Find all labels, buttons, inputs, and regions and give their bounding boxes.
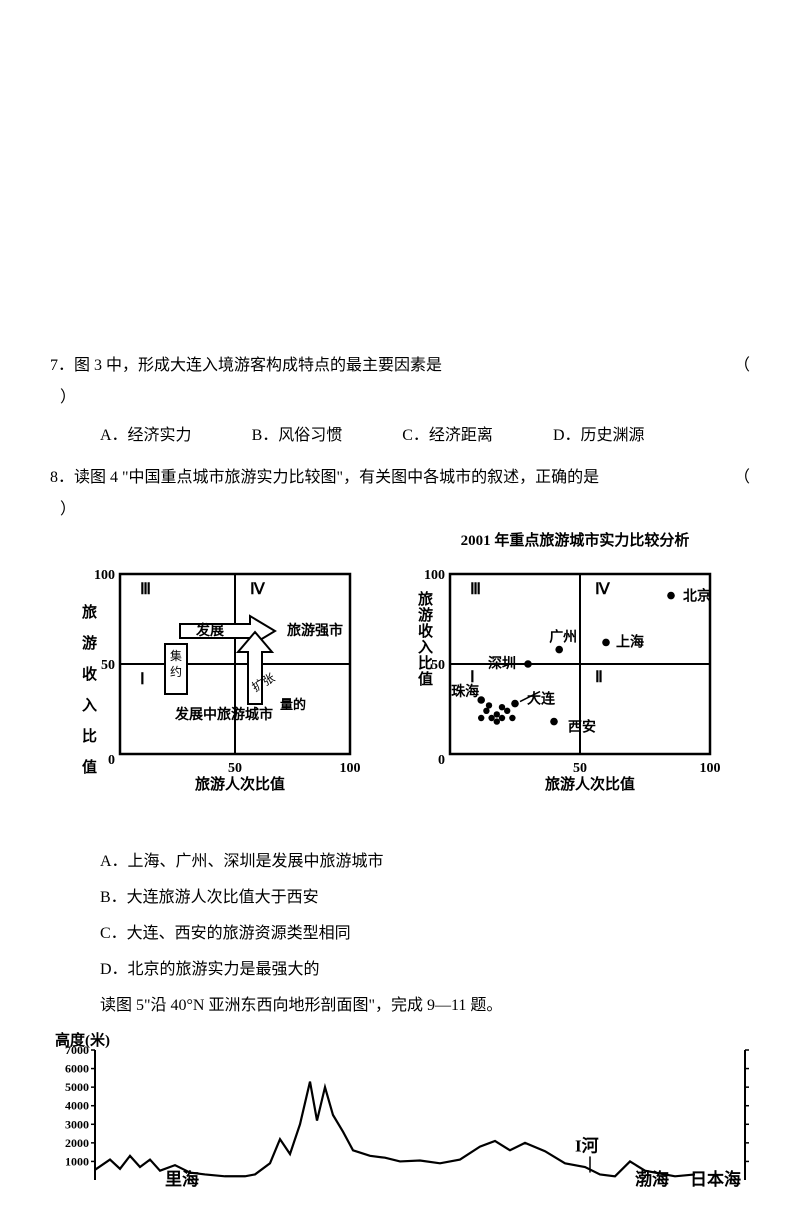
question-7: 7．图 3 中，形成大连入境游客构成特点的最主要因素是 （ ） A．经济实力 B…: [50, 350, 750, 452]
svg-text:上海: 上海: [616, 633, 644, 650]
svg-text:2000: 2000: [65, 1136, 89, 1150]
svg-text:深圳: 深圳: [488, 655, 516, 672]
q8-opt-a: A．上海、广州、深圳是发展中旅游城市: [100, 846, 750, 878]
svg-text:50: 50: [573, 761, 587, 776]
q8-text: 读图 4 "中国重点城市旅游实力比较图"，有关图中各城市的叙述，正确的是: [74, 469, 599, 486]
svg-text:集: 集: [170, 648, 182, 663]
q8-opt-d: D．北京的旅游实力是最强大的: [100, 954, 750, 986]
svg-text:100: 100: [94, 568, 115, 583]
q7-number: 7．: [50, 357, 74, 374]
svg-text:50: 50: [431, 658, 445, 673]
svg-text:100: 100: [424, 568, 445, 583]
svg-text:100: 100: [340, 761, 361, 776]
q8-opt-b: B．大连旅游人次比值大于西安: [100, 882, 750, 914]
q7-opt-d: D．历史渊源: [553, 420, 645, 452]
svg-text:Ⅲ: Ⅲ: [140, 581, 151, 598]
svg-text:渤海: 渤海: [635, 1169, 669, 1189]
svg-text:Ⅰ: Ⅰ: [140, 671, 145, 688]
q7-text: 图 3 中，形成大连入境游客构成特点的最主要因素是: [74, 357, 442, 374]
svg-text:3000: 3000: [65, 1117, 89, 1131]
svg-text:Ⅰ: Ⅰ: [470, 669, 475, 686]
charts-row: 旅游收入比值 100 50 0 50 100: [80, 564, 750, 806]
svg-text:0: 0: [108, 753, 115, 768]
svg-text:旅游人次比值: 旅游人次比值: [545, 775, 635, 793]
svg-text:5000: 5000: [65, 1080, 89, 1094]
q8-options: A．上海、广州、深圳是发展中旅游城市 B．大连旅游人次比值大于西安 C．大连、西…: [100, 846, 750, 986]
svg-text:日本海: 日本海: [690, 1169, 741, 1189]
q8-paren-open: （: [720, 462, 750, 494]
q7-paren-open: （: [720, 350, 750, 382]
svg-text:广州: 广州: [549, 629, 577, 646]
svg-text:旅游强市: 旅游强市: [287, 622, 343, 639]
svg-text:珠海: 珠海: [451, 683, 479, 700]
svg-text:量的: 量的: [280, 697, 306, 712]
q8-number: 8．: [50, 469, 74, 486]
q7-opt-c: C．经济距离: [402, 420, 493, 452]
svg-text:旅游收入比值: 旅游收入比值: [418, 590, 433, 688]
q7-options: A．经济实力 B．风俗习惯 C．经济距离 D．历史渊源: [100, 420, 750, 452]
question-8: 8．读图 4 "中国重点城市旅游实力比较图"，有关图中各城市的叙述，正确的是 （…: [50, 462, 750, 986]
svg-text:1000: 1000: [65, 1154, 89, 1168]
svg-text:发展中旅游城市: 发展中旅游城市: [174, 706, 273, 723]
svg-text:Ⅳ: Ⅳ: [250, 581, 266, 598]
left-chart: 旅游收入比值 100 50 0 50 100: [80, 564, 390, 806]
svg-text:里海: 里海: [165, 1169, 199, 1189]
svg-text:100: 100: [700, 761, 721, 776]
svg-text:0: 0: [438, 753, 445, 768]
left-ylabel: 旅游收入比值: [80, 603, 97, 774]
right-chart-svg: 旅游收入比值 100 50 0 50 100 Ⅲ Ⅳ Ⅰ Ⅱ: [410, 564, 740, 794]
q8-opt-c: C．大连、西安的旅游资源类型相同: [100, 918, 750, 950]
svg-text:西安: 西安: [568, 719, 596, 736]
svg-text:I河: I河: [575, 1136, 599, 1155]
q7-opt-b: B．风俗习惯: [252, 420, 343, 452]
svg-text:约: 约: [170, 664, 182, 679]
svg-text:4000: 4000: [65, 1099, 89, 1113]
svg-text:Ⅱ: Ⅱ: [595, 669, 603, 686]
cross-section-chart: 高度(米) 7000600050004000300020001000里海I河渤海…: [50, 1030, 750, 1207]
svg-text:Ⅳ: Ⅳ: [595, 581, 611, 598]
questions-container: 7．图 3 中，形成大连入境游客构成特点的最主要因素是 （ ） A．经济实力 B…: [50, 350, 750, 1207]
right-chart: 旅游收入比值 100 50 0 50 100 Ⅲ Ⅳ Ⅰ Ⅱ: [410, 564, 740, 806]
svg-text:Ⅲ: Ⅲ: [470, 581, 481, 598]
q7-paren-close: ）: [60, 382, 750, 414]
svg-text:50: 50: [228, 761, 242, 776]
svg-text:大连: 大连: [527, 691, 556, 708]
svg-text:50: 50: [101, 658, 115, 673]
q7-opt-a: A．经济实力: [100, 420, 192, 452]
left-chart-svg: 旅游收入比值 100 50 0 50 100: [80, 564, 390, 794]
svg-text:发展: 发展: [195, 622, 224, 639]
svg-text:北京: 北京: [683, 588, 711, 605]
svg-text:6000: 6000: [65, 1062, 89, 1076]
svg-text:7000: 7000: [65, 1043, 89, 1057]
profile-svg: 高度(米) 7000600050004000300020001000里海I河渤海…: [50, 1030, 760, 1195]
q8-paren-close: ）: [60, 494, 750, 526]
between-text: 读图 5"沿 40°N 亚洲东西向地形剖面图"，完成 9—11 题。: [100, 990, 750, 1022]
right-chart-title: 2001 年重点旅游城市实力比较分析: [400, 526, 750, 556]
svg-text:旅游人次比值: 旅游人次比值: [195, 775, 285, 793]
